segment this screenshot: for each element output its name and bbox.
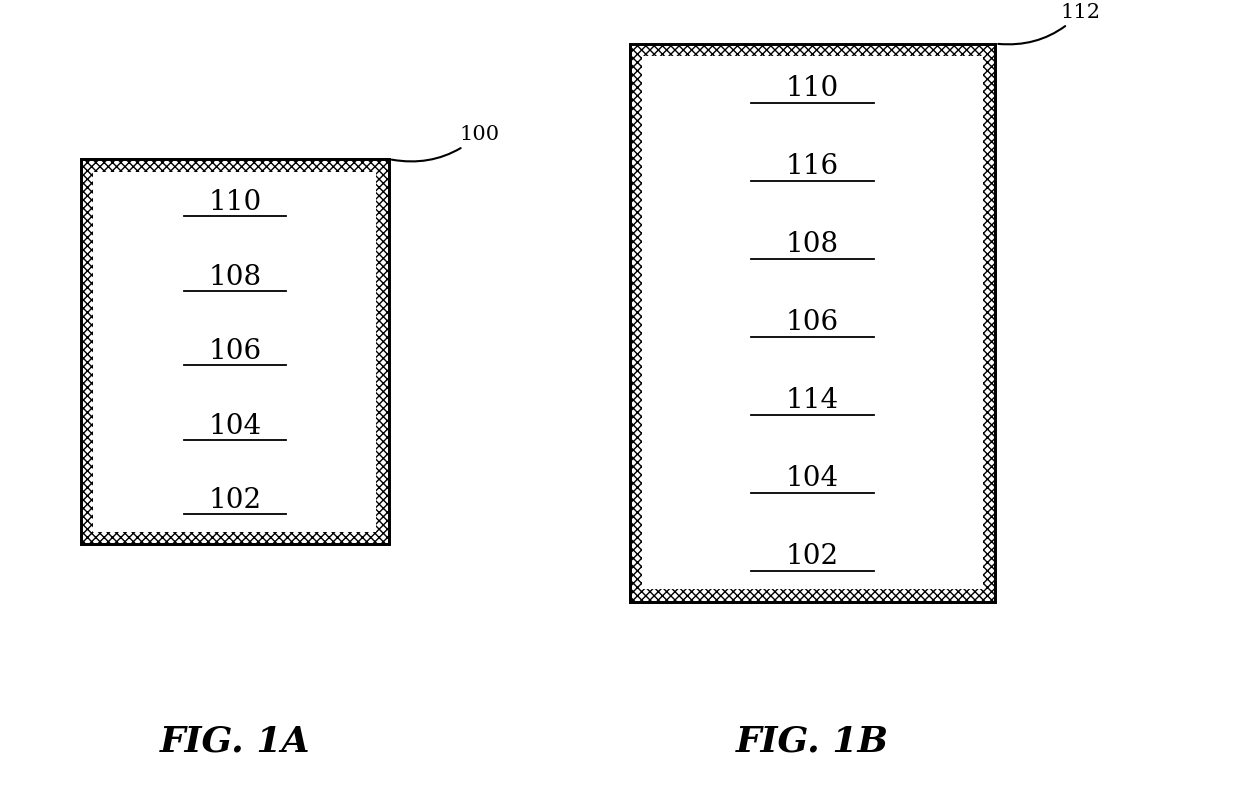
Bar — [642, 134, 983, 200]
Bar — [642, 290, 983, 356]
Text: 106: 106 — [208, 338, 262, 365]
Text: 104: 104 — [208, 413, 262, 439]
Bar — [93, 457, 377, 469]
Text: 102: 102 — [208, 487, 262, 514]
Bar — [642, 122, 983, 134]
Bar — [93, 172, 377, 532]
Bar — [630, 43, 996, 602]
Bar — [642, 511, 983, 524]
Text: FIG. 1A: FIG. 1A — [160, 724, 310, 758]
Bar — [642, 278, 983, 290]
Bar — [642, 212, 983, 278]
Bar — [642, 368, 983, 433]
Text: 100: 100 — [392, 125, 500, 162]
Text: 104: 104 — [786, 466, 839, 492]
Bar — [642, 56, 983, 589]
Bar — [630, 43, 996, 602]
Text: 106: 106 — [786, 309, 839, 336]
Bar — [642, 356, 983, 368]
Text: 110: 110 — [208, 189, 262, 216]
Bar — [642, 200, 983, 212]
Bar — [93, 395, 377, 457]
Text: FIG. 1B: FIG. 1B — [737, 724, 889, 758]
Text: 108: 108 — [208, 264, 262, 290]
Text: 102: 102 — [786, 543, 839, 570]
Bar — [81, 159, 389, 544]
Bar — [93, 308, 377, 320]
Text: 108: 108 — [786, 231, 839, 258]
Bar — [642, 433, 983, 446]
Bar — [642, 446, 983, 511]
Bar — [93, 246, 377, 308]
Bar — [93, 234, 377, 246]
Bar — [93, 469, 377, 532]
Bar — [93, 172, 377, 234]
Bar — [93, 383, 377, 395]
Bar — [642, 56, 983, 122]
Bar — [642, 524, 983, 589]
Text: 112: 112 — [998, 2, 1101, 44]
Bar — [81, 159, 389, 544]
Bar — [93, 320, 377, 383]
Text: 114: 114 — [786, 387, 839, 414]
Text: 116: 116 — [786, 153, 839, 181]
Text: 110: 110 — [786, 76, 839, 103]
